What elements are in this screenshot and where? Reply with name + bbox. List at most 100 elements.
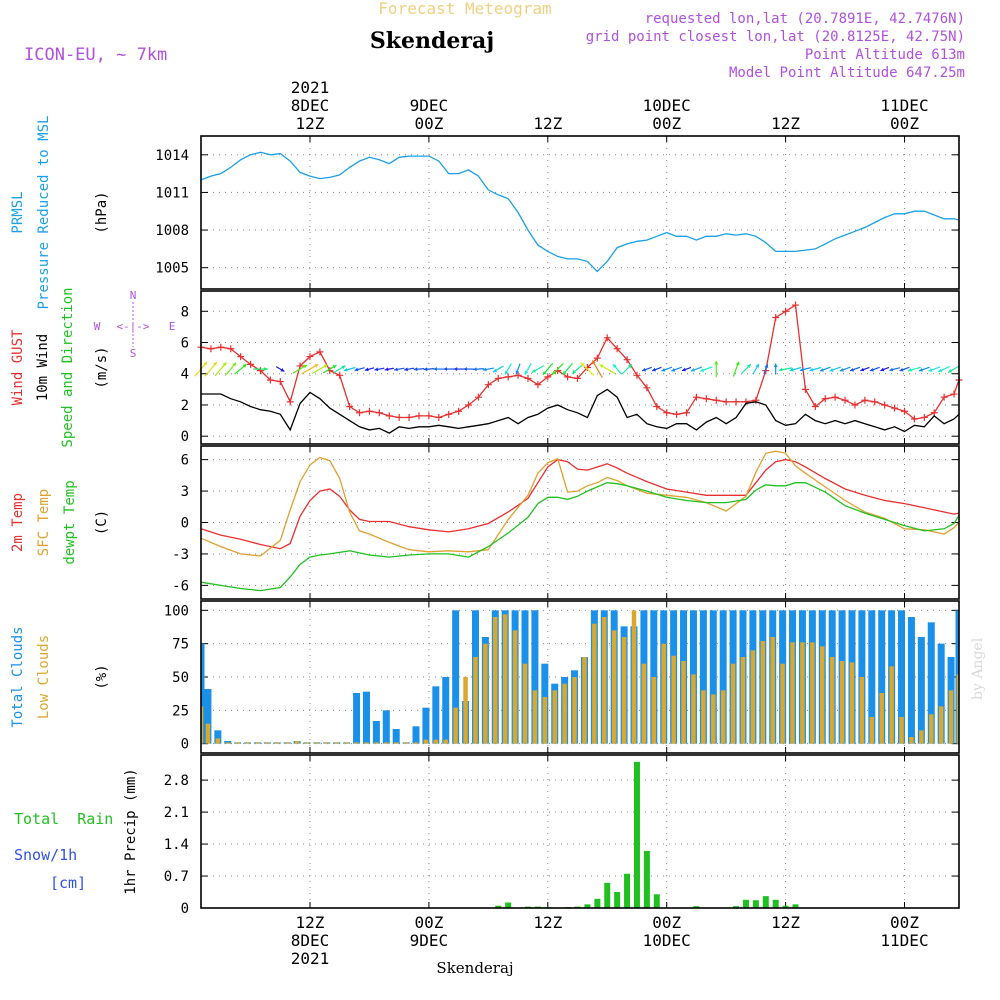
bar-total-rain bbox=[624, 873, 631, 908]
bar-total-clouds bbox=[372, 721, 380, 744]
gust-marker bbox=[910, 415, 918, 423]
wind-compass: N S W E <-|-> bbox=[94, 289, 176, 360]
ytick-label: 8 bbox=[181, 304, 189, 320]
wind-arrowhead bbox=[928, 368, 933, 372]
wind-arrowhead bbox=[948, 369, 953, 373]
bar-total-clouds bbox=[422, 707, 430, 744]
line-10m-wind bbox=[201, 388, 960, 434]
gust-marker bbox=[683, 409, 691, 417]
wind-arrowhead bbox=[641, 367, 646, 372]
bar-total-clouds bbox=[214, 730, 222, 744]
ytick-label: 2.8 bbox=[164, 773, 189, 789]
time-label-top: 00Z bbox=[652, 114, 681, 133]
time-label-top: 10DEC bbox=[643, 96, 691, 115]
wind-arrowhead bbox=[213, 361, 217, 366]
bar-total-clouds bbox=[412, 726, 420, 744]
compass-w: W bbox=[94, 320, 101, 333]
wind-arrowhead bbox=[343, 367, 348, 372]
wind-arrowhead bbox=[222, 362, 227, 367]
ylabel-line: 1hr Precip (mm) bbox=[123, 768, 139, 894]
wind-arrowhead bbox=[690, 368, 695, 372]
bar-total-clouds bbox=[917, 637, 925, 744]
ytick-label: 1014 bbox=[155, 148, 189, 164]
bar-low-clouds bbox=[780, 663, 785, 744]
panel-frame bbox=[200, 290, 960, 445]
gust-marker bbox=[415, 412, 423, 420]
bar-total-clouds bbox=[432, 686, 440, 744]
ytick-label: 75 bbox=[172, 637, 189, 653]
gust-marker bbox=[544, 373, 552, 381]
bar-total-rain bbox=[653, 894, 660, 908]
compass-s: S bbox=[130, 347, 137, 360]
precip-legend-unit: [cm] bbox=[50, 874, 86, 892]
precip-legend-snow: Snow/1h bbox=[14, 846, 77, 864]
compass-cross: <-|-> bbox=[116, 320, 149, 333]
wind-arrowhead bbox=[232, 362, 237, 367]
wind-arrowhead bbox=[384, 367, 389, 372]
time-label-top: 12Z bbox=[296, 114, 325, 133]
gust-marker bbox=[534, 381, 542, 389]
wind-arrowhead bbox=[354, 367, 359, 372]
line-sfc-temp bbox=[200, 450, 960, 557]
line-2m-temp bbox=[200, 458, 960, 550]
bar-low-clouds bbox=[641, 663, 647, 744]
gust-marker bbox=[276, 378, 284, 386]
bar-low-clouds bbox=[909, 737, 914, 744]
ytick-label: 25 bbox=[172, 703, 189, 719]
time-label-bottom: 10DEC bbox=[643, 931, 691, 950]
wind-arrowhead bbox=[778, 367, 783, 372]
gust-marker bbox=[831, 393, 839, 401]
bar-total-clouds bbox=[927, 622, 935, 744]
bar-low-clouds bbox=[711, 694, 716, 744]
gust-marker bbox=[732, 398, 740, 406]
ytick-label: 100 bbox=[164, 603, 189, 619]
gridpoint-coords: grid point closest lon,lat (20.8125E, 42… bbox=[586, 29, 965, 45]
ytick-label: 3 bbox=[181, 484, 189, 500]
gust-marker bbox=[465, 401, 473, 409]
bar-low-clouds bbox=[235, 742, 240, 744]
ytick-label: -3 bbox=[172, 547, 189, 563]
wind-arrowhead bbox=[473, 367, 477, 372]
wind-arrowhead bbox=[524, 370, 529, 375]
gust-marker bbox=[356, 409, 364, 417]
wind-arrowhead bbox=[899, 367, 904, 372]
line-dewpt-temp bbox=[200, 482, 960, 592]
bar-low-clouds bbox=[631, 610, 637, 744]
wind-arrowhead bbox=[652, 367, 657, 372]
gust-marker bbox=[237, 353, 245, 361]
ylabel-line: (%) bbox=[94, 664, 110, 689]
bar-low-clouds bbox=[938, 706, 944, 744]
bar-low-clouds bbox=[730, 663, 736, 744]
ytick-label: 50 bbox=[172, 670, 189, 686]
gust-marker bbox=[702, 395, 710, 403]
wind-arrowhead bbox=[700, 368, 705, 372]
bar-low-clouds bbox=[284, 742, 290, 744]
wind-arrowhead bbox=[850, 367, 855, 372]
bar-low-clouds bbox=[810, 642, 815, 744]
wind-arrowhead bbox=[800, 367, 804, 372]
wind-arrowhead bbox=[592, 360, 596, 365]
ylabel-line: PRMSL bbox=[10, 191, 26, 233]
bar-low-clouds bbox=[522, 663, 528, 744]
wind-arrowhead bbox=[463, 367, 467, 371]
bar-low-clouds bbox=[384, 742, 389, 744]
bar-low-clouds bbox=[502, 614, 508, 744]
bar-total-rain bbox=[495, 905, 502, 908]
line-prmsl bbox=[200, 151, 960, 273]
bar-low-clouds bbox=[512, 630, 518, 744]
gust-marker bbox=[613, 345, 621, 353]
ylabel-line: Speed and Direction bbox=[60, 287, 76, 447]
gust-marker bbox=[692, 393, 700, 401]
wind-arrowhead bbox=[819, 367, 824, 372]
product-title: Forecast Meteogram bbox=[378, 0, 551, 18]
time-label-bottom: 00Z bbox=[890, 913, 919, 932]
wind-arrowhead bbox=[542, 370, 547, 375]
wind-arrowhead bbox=[552, 370, 556, 375]
bar-total-rain bbox=[584, 904, 591, 908]
bar-low-clouds bbox=[956, 674, 959, 744]
wind-arrowhead bbox=[599, 364, 604, 368]
bar-total-clouds bbox=[699, 610, 707, 744]
bar-low-clouds bbox=[324, 742, 330, 744]
gust-marker bbox=[881, 401, 889, 409]
wind-arrowhead bbox=[735, 361, 740, 366]
